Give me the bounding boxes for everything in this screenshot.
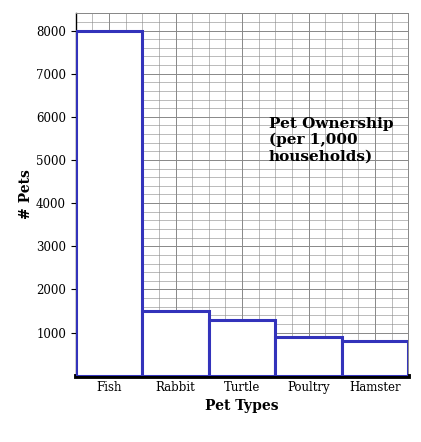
Bar	[209, 320, 275, 376]
Bar	[275, 337, 342, 376]
Bar	[76, 30, 142, 376]
Bar	[142, 311, 209, 376]
Y-axis label: # Pets: # Pets	[19, 170, 33, 219]
X-axis label: Pet Types: Pet Types	[205, 399, 279, 413]
Text: Pet Ownership
(per 1,000
households): Pet Ownership (per 1,000 households)	[269, 117, 393, 164]
Bar	[342, 341, 408, 376]
